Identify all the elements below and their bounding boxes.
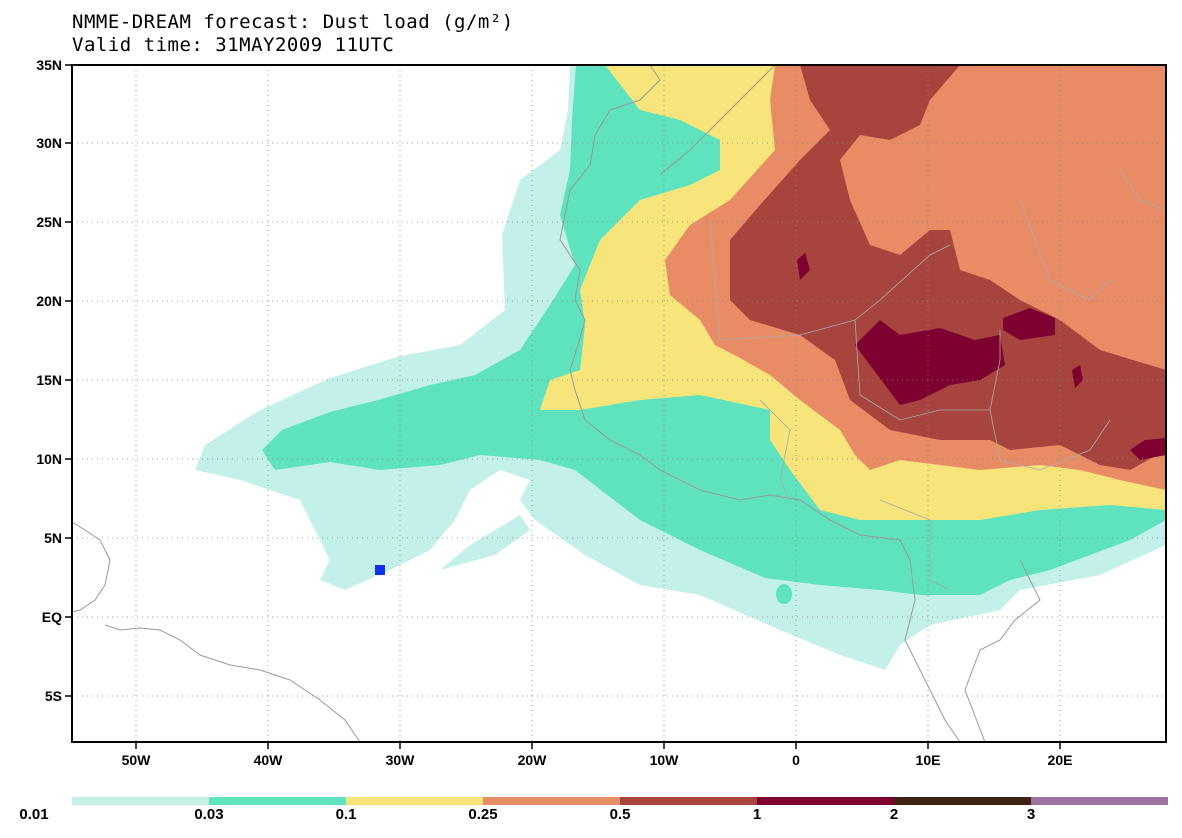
- colorbar-swatch: [209, 797, 346, 805]
- coastlines: [72, 65, 1041, 742]
- lon-label: 20E: [1048, 752, 1073, 768]
- lon-label: 10E: [916, 752, 941, 768]
- colorbar-swatch: [483, 797, 620, 805]
- lon-label: 40W: [254, 752, 284, 768]
- colorbar-label: 0.5: [609, 806, 631, 823]
- dust-field: [195, 65, 1166, 670]
- colorbar: [72, 797, 1168, 805]
- colorbar-label: 0.25: [468, 806, 498, 823]
- colorbar-label: 1: [752, 806, 762, 823]
- plot-frame: [71, 64, 1167, 743]
- lon-labels: 50W 40W 30W 20W 10W 0 10E 20E: [122, 752, 1073, 768]
- colorbar-swatch: [1031, 797, 1168, 805]
- lat-label: 20N: [36, 293, 62, 309]
- valid-time: Valid time: 31MAY2009 11UTC: [72, 34, 395, 56]
- colorbar-label: 0.01: [19, 806, 49, 823]
- lat-label: 5N: [44, 530, 62, 546]
- tick-marks: [65, 64, 1061, 749]
- colorbar-swatch: [620, 797, 757, 805]
- lat-label: EQ: [42, 609, 62, 625]
- borders: [709, 169, 1166, 591]
- dust-level-0.5: [730, 65, 1166, 470]
- colorbar-swatch: [346, 797, 483, 805]
- colorbar-swatch: [757, 797, 894, 805]
- lon-label: 0: [792, 752, 800, 768]
- lon-label: 10W: [650, 752, 680, 768]
- lat-label: 15N: [36, 372, 62, 388]
- colorbar-swatch: [72, 797, 209, 805]
- lon-label: 50W: [122, 752, 152, 768]
- colorbar-label: 3: [1026, 806, 1036, 823]
- lat-label: 10N: [36, 451, 62, 467]
- colorbar-swatch: [894, 797, 1031, 805]
- lat-label: 5S: [45, 688, 62, 704]
- colorbar-label: 0.1: [335, 806, 357, 823]
- lon-label: 30W: [386, 752, 416, 768]
- colorbar-label: 2: [889, 806, 899, 823]
- dust-level-1: [797, 253, 1166, 460]
- station-marker: [375, 565, 385, 575]
- colorbar-label: 0.03: [194, 806, 224, 823]
- lat-label: 35N: [36, 57, 62, 73]
- lon-label: 20W: [518, 752, 548, 768]
- lat-label: 25N: [36, 214, 62, 230]
- lat-labels: 35N 30N 25N 20N 15N 10N 5N EQ 5S: [36, 57, 62, 704]
- lat-label: 30N: [36, 135, 62, 151]
- map-title: NMME-DREAM forecast: Dust load (g/m²): [72, 11, 514, 33]
